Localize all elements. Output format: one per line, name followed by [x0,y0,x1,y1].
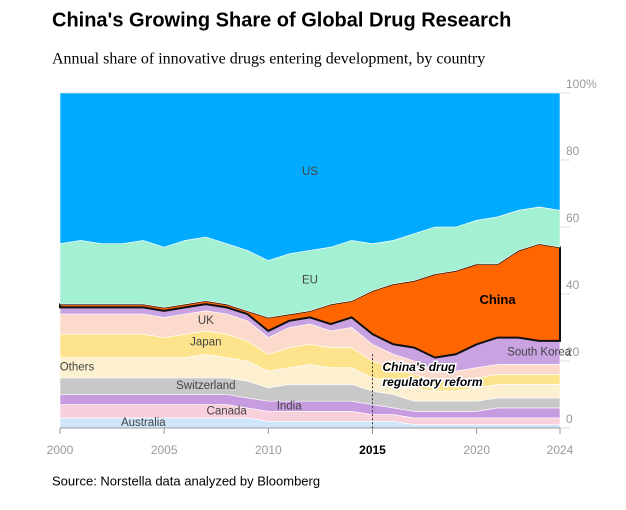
area [59,92,561,261]
series-label: South Korea [507,347,572,359]
series-label: UK [198,315,214,327]
chart-title: China's Growing Share of Global Drug Res… [52,9,511,31]
y-tick-label: 40 [566,278,580,292]
chart-subtitle: Annual share of innovative drugs enterin… [52,51,485,68]
x-tick-label: 2010 [255,443,282,457]
annotation: China's drug [383,360,457,374]
y-tick-label: 0 [566,412,573,426]
annotation: regulatory reform [383,375,483,389]
y-tick-label: 60 [566,211,580,225]
series-label: US [302,166,318,178]
x-tick-label: 2000 [47,443,74,457]
series-label: Canada [207,405,248,417]
series-label: India [277,400,303,412]
series-label: China [479,292,516,307]
series-label: Others [60,362,95,374]
x-tick-label: 2005 [151,443,178,457]
series-label: Switzerland [176,380,235,392]
x-tick-label: 2015 [359,443,386,457]
x-tick-label: 2020 [463,443,490,457]
source: Source: Norstella data analyzed by Bloom… [52,473,320,488]
series-label: EU [302,275,318,287]
y-tick-label: 80 [566,144,580,158]
y-tick-label: 20 [566,345,580,359]
series-label: Japan [190,337,221,349]
y-tick-label: 100% [566,77,597,91]
series-label: Australia [121,417,166,429]
x-tick-label: 2024 [547,443,574,457]
